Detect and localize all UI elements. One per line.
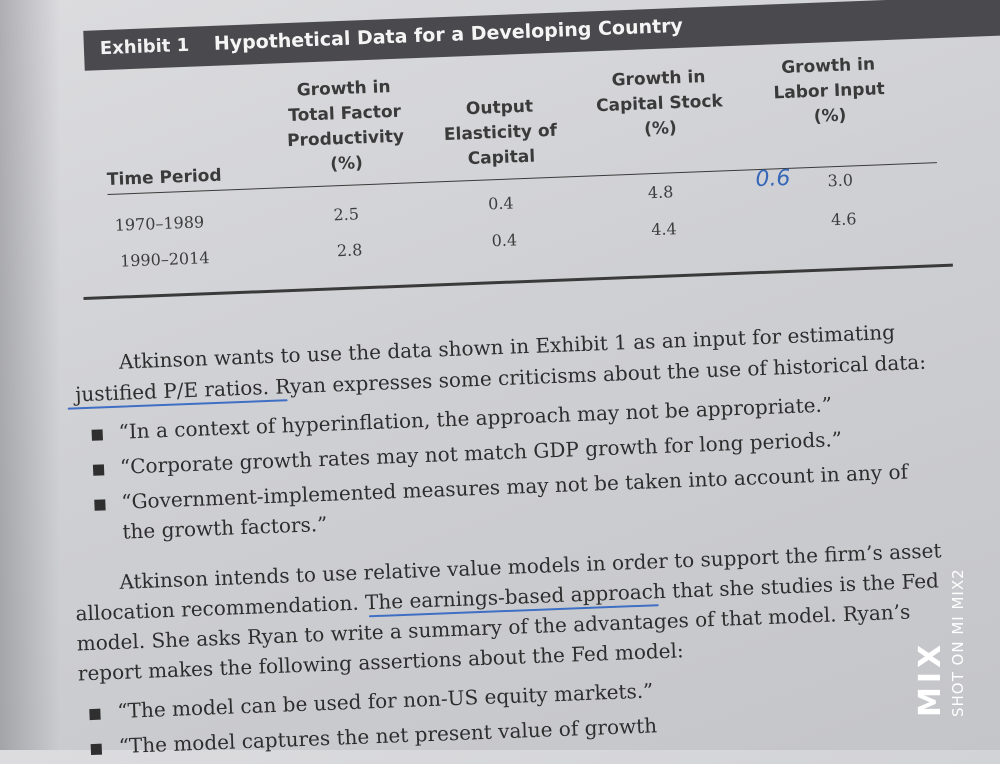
exhibit-label: Exhibit 1 bbox=[99, 34, 190, 60]
watermark-brand: MIX bbox=[913, 640, 948, 717]
camera-watermark: MIX SHOT ON MI MIX2 bbox=[905, 455, 985, 725]
exhibit-title: Hypothetical Data for a Developing Count… bbox=[213, 14, 684, 55]
bullet-marker bbox=[92, 464, 105, 476]
row2-labor: 4.6 bbox=[830, 209, 857, 230]
row1-labor: 3.0 bbox=[827, 170, 854, 191]
bullet-marker bbox=[94, 499, 106, 511]
header-labor: Growth in Labor Input (%) bbox=[773, 54, 886, 127]
row2-elasticity: 0.4 bbox=[491, 230, 518, 251]
watermark-caption: SHOT ON MI MIX2 bbox=[949, 568, 967, 717]
row1-capital: 4.8 bbox=[647, 182, 674, 203]
handwritten-note: 0.6 bbox=[754, 165, 791, 193]
bullet-marker bbox=[91, 429, 103, 441]
table-bottom-rule bbox=[83, 263, 953, 301]
header-time-period: Time Period bbox=[106, 165, 222, 191]
row1-tfp: 2.5 bbox=[333, 204, 360, 225]
row1-elasticity: 0.4 bbox=[487, 193, 514, 214]
header-capital: Growth in Capital Stock (%) bbox=[595, 66, 724, 140]
bullet-marker bbox=[90, 743, 103, 756]
bullet-marker bbox=[89, 708, 101, 721]
header-tfp: Growth in Total Factor Productivity (%) bbox=[286, 77, 405, 175]
row2-capital: 4.4 bbox=[650, 219, 678, 240]
row2-tfp: 2.8 bbox=[336, 240, 363, 261]
row1-period: 1970–1989 bbox=[114, 212, 205, 235]
header-elasticity: Output Elasticity of Capital bbox=[443, 96, 558, 170]
row2-period: 1990–2014 bbox=[119, 248, 210, 271]
page-shadow bbox=[0, 0, 60, 750]
